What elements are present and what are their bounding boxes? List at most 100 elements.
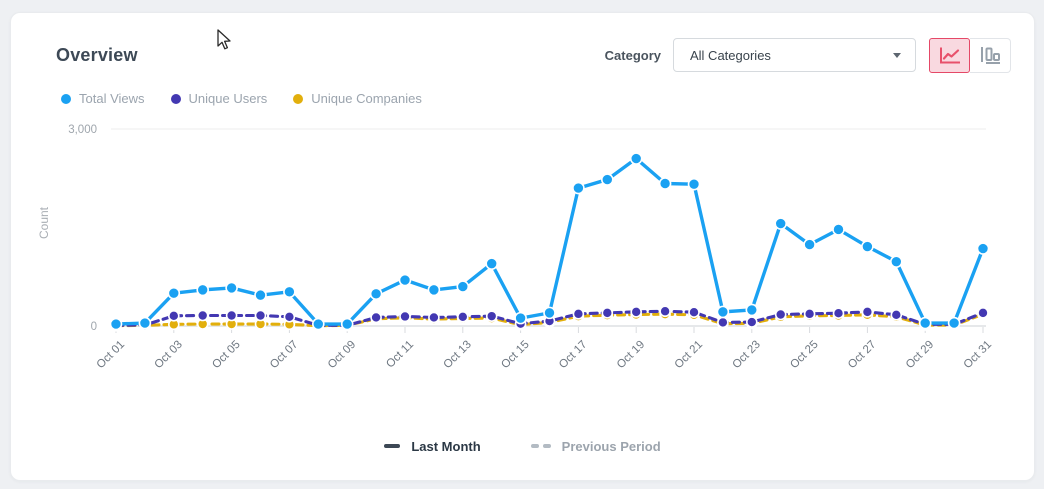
x-tick-label: Oct 05 — [210, 339, 242, 371]
data-point[interactable] — [600, 173, 614, 186]
data-point[interactable] — [716, 305, 730, 319]
y-tick-label: 0 — [91, 321, 97, 333]
data-point[interactable] — [138, 316, 152, 330]
x-tick-label: Oct 03 — [152, 339, 184, 371]
x-tick-label: Oct 23 — [730, 339, 762, 371]
line-chart-icon — [938, 46, 961, 65]
overview-line-chart[interactable]: 0 3,000 Count Oct 01 Oct 03 Oct 05 Oct 07 Oct 0… — [11, 13, 1036, 482]
period-legend: Last Month Previous Period — [11, 436, 1034, 456]
data-point[interactable] — [370, 311, 382, 324]
legend-last-month[interactable]: Last Month — [384, 438, 481, 454]
series-line — [114, 156, 985, 326]
data-point[interactable] — [485, 310, 498, 322]
data-point[interactable] — [745, 303, 759, 317]
data-point[interactable] — [109, 317, 123, 331]
data-point[interactable] — [168, 310, 180, 322]
data-point[interactable] — [774, 217, 788, 230]
data-point[interactable] — [456, 311, 469, 323]
last-month-label: Last Month — [411, 438, 481, 454]
y-tick-label: 3,000 — [68, 124, 97, 136]
legend-previous-period[interactable]: Previous Period — [530, 439, 661, 454]
data-point[interactable] — [803, 308, 816, 320]
data-point[interactable] — [630, 306, 643, 318]
data-point[interactable] — [225, 309, 238, 322]
x-tick-label: Oct 07 — [268, 339, 300, 371]
data-point[interactable] — [889, 255, 903, 268]
data-point[interactable] — [803, 238, 816, 251]
data-point[interactable] — [572, 181, 585, 195]
legend-label: Total Views — [79, 91, 145, 106]
data-point[interactable] — [196, 309, 209, 322]
data-point[interactable] — [717, 316, 729, 329]
bar-chart-toggle-button[interactable] — [970, 37, 1011, 73]
data-point[interactable] — [976, 242, 990, 255]
solid-line-swatch — [384, 444, 401, 448]
data-point[interactable] — [861, 240, 874, 253]
legend-dot — [293, 93, 304, 104]
data-point[interactable] — [485, 257, 499, 270]
data-point[interactable] — [428, 311, 440, 324]
legend-item-unique-companies[interactable]: Unique Companies — [293, 91, 422, 106]
legend-label: Unique Companies — [311, 91, 422, 106]
data-point[interactable] — [167, 286, 181, 300]
legend-dot — [170, 93, 181, 104]
data-point[interactable] — [196, 283, 209, 297]
line-chart-toggle-button[interactable] — [929, 37, 970, 73]
legend-dot — [61, 93, 71, 104]
legend-item-total-views[interactable]: Total Views — [61, 91, 145, 106]
x-tick-label: Oct 09 — [326, 339, 358, 371]
data-point[interactable] — [659, 305, 671, 318]
data-point[interactable] — [861, 306, 874, 318]
data-point[interactable] — [543, 306, 556, 320]
data-point[interactable] — [369, 287, 383, 301]
header-controls: Category All Categories — [604, 37, 1011, 73]
data-point[interactable] — [398, 273, 412, 287]
y-axis-title: Count — [37, 206, 51, 239]
chart-type-toggle — [929, 37, 1011, 73]
data-point[interactable] — [658, 177, 672, 190]
data-point[interactable] — [629, 152, 643, 165]
data-point[interactable] — [427, 283, 441, 297]
x-tick-label: Oct 19 — [615, 339, 647, 371]
dashed-line-swatch — [530, 444, 551, 448]
data-point[interactable] — [601, 307, 614, 319]
x-tick-label: Oct 21 — [673, 339, 705, 371]
data-point[interactable] — [340, 317, 354, 331]
data-point[interactable] — [832, 307, 845, 319]
bar-chart-icon — [979, 46, 1002, 65]
card-header: Overview Category All Categories — [56, 37, 1011, 73]
x-tick-label: Oct 17 — [557, 339, 589, 371]
data-point[interactable] — [456, 280, 470, 293]
data-point[interactable] — [399, 310, 411, 323]
category-select[interactable]: All Categories — [673, 38, 916, 72]
x-tick-label: Oct 25 — [788, 339, 820, 371]
data-point[interactable] — [572, 308, 585, 320]
data-point[interactable] — [514, 311, 527, 325]
x-tick-label: Oct 01 — [95, 339, 127, 371]
data-point[interactable] — [918, 316, 932, 330]
x-tick-label: Oct 31 — [962, 339, 994, 371]
x-tick-label: Oct 29 — [904, 339, 936, 371]
data-point[interactable] — [977, 307, 989, 319]
data-point[interactable] — [745, 316, 758, 328]
data-point[interactable] — [254, 309, 267, 322]
data-point[interactable] — [774, 308, 787, 321]
data-point[interactable] — [283, 285, 296, 299]
data-point[interactable] — [832, 223, 845, 236]
series-legend: Total Views Unique Users Unique Companies — [61, 91, 422, 106]
data-point[interactable] — [890, 309, 903, 321]
series-total-views — [109, 152, 990, 331]
chevron-down-icon — [893, 52, 901, 58]
data-point[interactable] — [254, 288, 267, 302]
data-point[interactable] — [947, 316, 961, 330]
x-tick-label: Oct 15 — [499, 339, 531, 371]
category-label: Category — [604, 47, 661, 63]
data-point[interactable] — [225, 281, 238, 295]
legend-item-unique-users[interactable]: Unique Users — [170, 91, 267, 106]
data-point[interactable] — [283, 311, 296, 323]
x-tick-label: Oct 11 — [384, 339, 416, 371]
data-point[interactable] — [688, 306, 700, 319]
data-point[interactable] — [311, 317, 325, 331]
overview-card: Overview Category All Categories — [10, 12, 1035, 481]
data-point[interactable] — [687, 177, 701, 191]
